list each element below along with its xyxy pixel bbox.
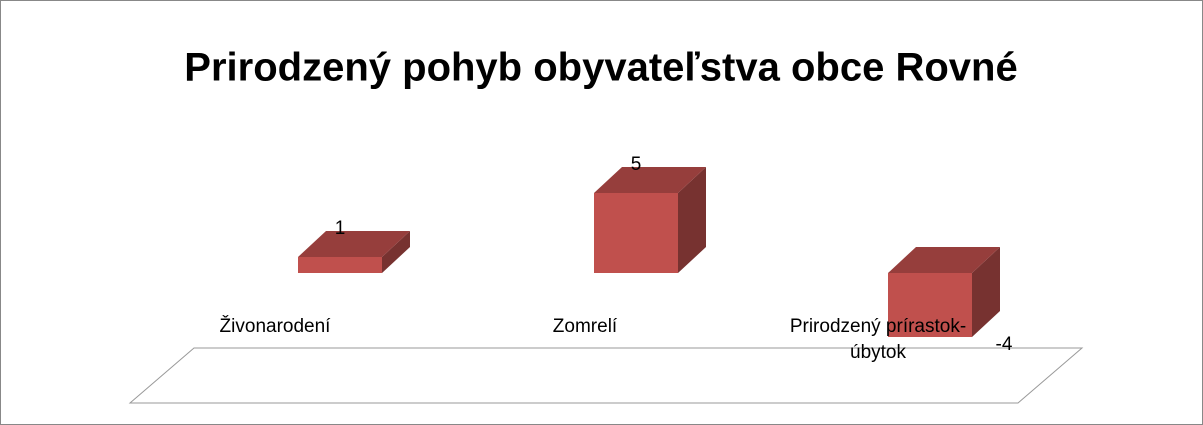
bar — [298, 257, 382, 273]
data-label: 5 — [631, 154, 642, 175]
bar-top — [298, 231, 410, 257]
bar-side — [382, 231, 410, 273]
chart-title: Prirodzený pohyb obyvateľstva obce Rovné — [184, 46, 1017, 90]
data-label: -4 — [996, 334, 1013, 355]
category-label: Živonarodení — [219, 316, 331, 337]
bar-side — [678, 167, 706, 273]
bar — [888, 273, 972, 337]
bar-side — [972, 247, 1000, 337]
floor — [128, 347, 1084, 404]
category-label: Prirodzený prírastok-úbytok — [789, 316, 967, 363]
category-label: Zomrelí — [552, 316, 618, 337]
bar-top — [594, 167, 706, 193]
data-label: 1 — [335, 218, 346, 239]
bar-top — [888, 247, 1000, 273]
bar — [594, 193, 678, 273]
